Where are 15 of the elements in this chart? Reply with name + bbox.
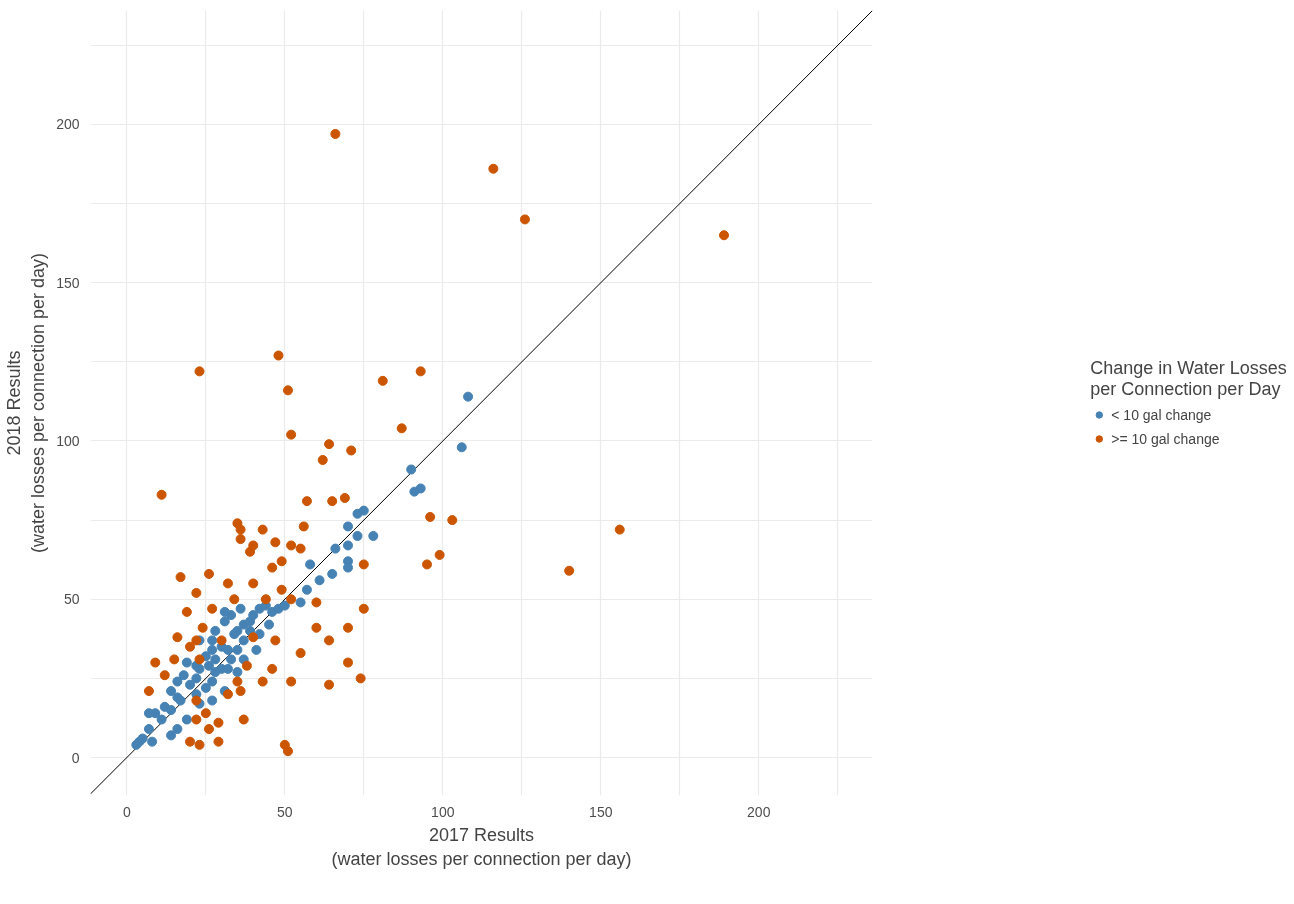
y-tick-label: 50 (63, 591, 80, 608)
legend-label: >= 10 gal change (1111, 430, 1220, 446)
y-tick-label: 100 (56, 432, 80, 449)
x-tick-label: 150 (589, 803, 613, 820)
y-axis-title: 2018 Results (water losses per connection per day) (4, 252, 49, 554)
x-tick-label: 100 (431, 803, 455, 820)
x-axis-title: 2017 Results (water losses per connection per day) (331, 824, 632, 869)
y-tick-label: 200 (56, 116, 80, 133)
y-tick-label: 150 (56, 274, 80, 291)
x-tick-label: 200 (747, 803, 771, 820)
x-tick-label: 0 (122, 803, 131, 820)
legend-title: Change in Water Losses per Connection per Day (1090, 357, 1287, 399)
x-tick-label: 50 (277, 803, 293, 820)
y-tick-label: 0 (71, 749, 80, 766)
legend-label: < 10 gal change (1111, 406, 1212, 422)
